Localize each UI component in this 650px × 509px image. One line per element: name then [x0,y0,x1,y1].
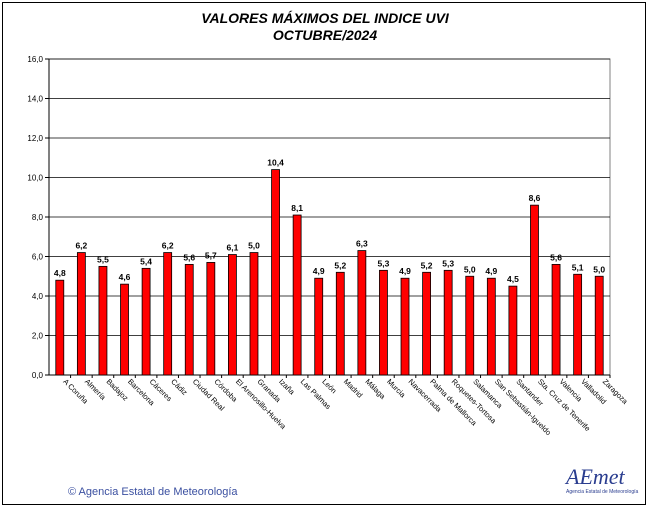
data-label: 6,2 [162,241,174,251]
chart-subtitle: OCTUBRE/2024 [272,27,378,43]
x-tick-label: Málaga [363,377,387,401]
data-label: 8,6 [529,193,541,203]
y-tick-label: 0,0 [32,371,44,380]
bar [573,273,583,376]
bar [98,265,108,376]
data-label: 10,4 [267,158,284,168]
bar [292,214,302,376]
data-label: 5,2 [334,260,346,270]
data-label: 5,3 [378,258,390,268]
bar [357,250,367,376]
x-tick-label: Badajoz [105,377,131,403]
bar [184,263,194,376]
bar [120,283,129,376]
y-tick-label: 2,0 [32,332,44,341]
bar [379,269,388,376]
bar [486,277,496,376]
footer-copyright: © Agencia Estatal de Meteorología [68,486,238,498]
bar [508,285,518,376]
y-tick-label: 8,0 [32,213,44,222]
data-label: 4,9 [485,266,497,276]
data-label: 5,4 [140,256,152,266]
bar [594,275,604,376]
bar [551,263,561,376]
bar [55,279,65,376]
bar [335,271,345,376]
data-label: 4,9 [399,266,411,276]
bar [206,262,216,376]
bar [530,204,539,376]
y-tick-label: 10,0 [27,174,43,183]
x-tick-label: León [320,377,338,395]
y-tick-label: 4,0 [32,292,44,301]
y-tick-label: 14,0 [27,95,43,104]
y-tick-label: 6,0 [32,253,44,262]
data-label: 5,0 [593,264,605,274]
y-tick-label: 16,0 [27,55,43,64]
bar [314,277,324,376]
x-tick-label: Madrid [342,377,365,400]
bar [400,277,410,376]
bar [422,271,431,376]
data-label: 6,1 [226,243,238,253]
data-label: 5,7 [205,250,217,260]
data-label: 4,6 [119,272,131,282]
data-label: 6,3 [356,239,368,249]
bar [249,252,259,376]
data-label: 4,8 [54,268,66,278]
aemet-logo: AEmet Agencia Estatal de Meteorología [564,464,638,495]
data-label: 5,2 [421,260,433,270]
data-label: 5,5 [97,254,109,264]
data-label: 5,0 [464,264,476,274]
bar [141,267,151,376]
data-label: 5,3 [442,258,454,268]
logo-text: AEmet [564,464,626,489]
bar [163,252,173,376]
chart-title: VALORES MÁXIMOS DEL INDICE UVI [201,10,449,26]
y-tick-label: 12,0 [27,134,43,143]
bar [76,252,86,376]
bar [228,254,237,376]
chart-frame [2,2,646,505]
data-label: 5,6 [183,252,195,262]
x-tick-label: Murcia [385,377,408,400]
data-label: 5,0 [248,241,260,251]
bar [443,269,453,376]
data-label: 4,5 [507,274,519,284]
data-label: 5,1 [572,262,584,272]
logo-subtext: Agencia Estatal de Meteorología [566,489,638,495]
data-label: 8,1 [291,203,303,213]
bar [271,169,280,376]
data-label: 5,6 [550,252,562,262]
bar [465,275,475,376]
data-label: 6,2 [75,241,87,251]
data-label: 4,9 [313,266,325,276]
